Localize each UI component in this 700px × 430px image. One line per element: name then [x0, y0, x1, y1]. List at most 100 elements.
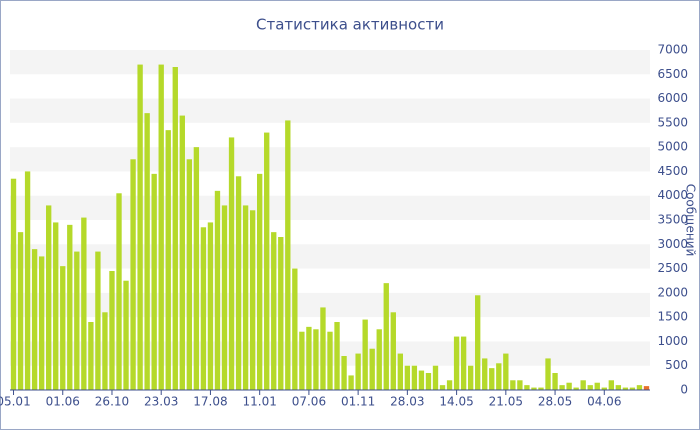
bar [489, 368, 495, 390]
bar [256, 173, 263, 390]
x-tick-label: 21.05 [489, 395, 523, 409]
bar [341, 356, 347, 390]
bar [221, 205, 228, 390]
bar [60, 266, 66, 390]
bar [278, 237, 284, 390]
bar [545, 358, 551, 390]
bar [559, 385, 565, 390]
x-tick-label: 04.06 [587, 395, 621, 409]
bar [467, 365, 474, 390]
bar [334, 322, 340, 390]
bar [228, 137, 235, 390]
bar [214, 190, 221, 390]
bar [517, 380, 523, 390]
bar [404, 365, 411, 390]
bar [285, 120, 291, 390]
y-tick-label: 3000 [657, 237, 688, 251]
y-tick-label: 6500 [657, 67, 688, 81]
bar [524, 385, 530, 390]
x-tick-label: 11.01 [242, 395, 276, 409]
bar [207, 222, 214, 390]
bar [38, 256, 45, 390]
bar [418, 370, 425, 390]
bar [151, 173, 157, 390]
bar [369, 348, 375, 390]
bar [235, 176, 242, 390]
bar [172, 67, 178, 390]
bar [158, 64, 164, 391]
bar [116, 193, 122, 390]
bar [320, 307, 326, 390]
bar [186, 159, 193, 390]
grid-band [10, 195, 650, 220]
bar [200, 227, 207, 390]
bar [46, 205, 52, 390]
bar [531, 387, 537, 390]
bar [425, 373, 432, 390]
bar [383, 283, 389, 390]
bar [88, 322, 94, 390]
bar [608, 380, 614, 390]
bar [299, 331, 305, 390]
bar [376, 329, 382, 390]
y-axis-label: Сообщений [684, 184, 698, 257]
y-tick-label: 5000 [657, 140, 688, 154]
bar [249, 210, 256, 390]
bar [313, 329, 319, 390]
bar [193, 147, 200, 390]
bar [432, 365, 439, 390]
x-tick-label: 28.03 [390, 395, 424, 409]
bar [475, 295, 481, 390]
bar [601, 387, 607, 390]
bar [31, 249, 38, 390]
y-tick-label: 0 [680, 383, 688, 397]
bar [580, 380, 586, 390]
bar [397, 353, 404, 390]
grid-band [10, 50, 650, 75]
bar [552, 373, 558, 390]
grid-band [10, 147, 650, 172]
x-tick-label: 01.06 [46, 395, 80, 409]
y-tick-label: 3500 [657, 213, 688, 227]
bar [130, 159, 136, 390]
bar [587, 385, 593, 390]
bar [362, 319, 368, 390]
bar [566, 382, 572, 390]
bar [179, 115, 185, 391]
y-tick-label: 1000 [657, 334, 688, 348]
bar [165, 130, 171, 390]
x-tick-label: 17.08 [193, 395, 227, 409]
x-tick-label: 05.01 [0, 395, 31, 409]
y-tick-label: 4500 [657, 164, 688, 178]
bar [17, 232, 24, 390]
bar [144, 113, 150, 391]
bar [503, 353, 509, 390]
y-tick-label: 6000 [657, 91, 688, 105]
bar [411, 365, 418, 390]
x-tick-label: 26.10 [95, 395, 129, 409]
grid-band [10, 98, 650, 123]
bar [622, 387, 629, 390]
x-tick-label: 23.03 [144, 395, 178, 409]
y-tick-label: 2500 [657, 261, 688, 275]
x-tick-label: 01.11 [341, 395, 375, 409]
bar [594, 382, 600, 390]
bar [453, 336, 460, 390]
bar [636, 385, 643, 390]
bar [81, 217, 87, 390]
bar [482, 358, 488, 390]
bar [446, 380, 453, 390]
bar [74, 251, 80, 390]
y-tick-label: 500 [665, 358, 688, 372]
bar [348, 375, 354, 390]
y-tick-label: 1500 [657, 310, 688, 324]
x-tick-label: 28.05 [538, 395, 572, 409]
bar [67, 224, 73, 390]
bar [123, 280, 129, 390]
bar [496, 363, 502, 390]
bar [629, 387, 636, 390]
bar [10, 178, 17, 390]
bar [643, 386, 650, 390]
